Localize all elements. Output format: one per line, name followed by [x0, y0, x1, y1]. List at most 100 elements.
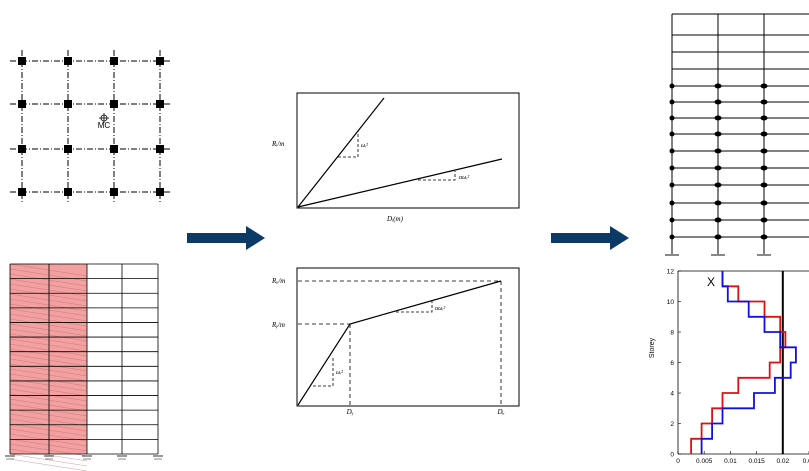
column-square [64, 145, 72, 153]
column-square [64, 100, 72, 108]
hatch-line [9, 413, 88, 427]
hatch-line [9, 383, 88, 397]
x-tick-label: 0.015 [748, 458, 765, 465]
bottom-x-label-yield: Dᵧ [346, 408, 354, 416]
mass-center-icon [99, 113, 109, 123]
profile-annotation: X [707, 275, 715, 289]
chart-y-axis-label: Storey [649, 337, 656, 358]
mass-dot [669, 99, 675, 105]
series-blue-line [700, 271, 797, 454]
y-tick-label: 10 [667, 299, 675, 306]
mass-dot [714, 200, 722, 206]
hatch-line [9, 298, 88, 312]
hatch-line [9, 303, 88, 317]
column-square [156, 188, 164, 196]
mass-dot [714, 234, 722, 240]
hatch-line [9, 438, 88, 452]
column-square [110, 188, 118, 196]
shaded-bay [10, 264, 87, 454]
mass-dot [669, 165, 675, 171]
mass-dot [714, 217, 722, 223]
arrow-right-icon [187, 226, 265, 250]
frame-stick-model [665, 13, 809, 256]
mass-dot [669, 234, 675, 240]
y-tick-label: 2 [670, 421, 674, 428]
column-square [110, 100, 118, 108]
mass-dot [714, 83, 722, 89]
mass-dot [714, 182, 722, 188]
mass-dot [760, 234, 768, 240]
top-shallow-slope-label: αωᵢ² [459, 175, 469, 181]
top-steep-slope-label: ωᵢ² [361, 143, 368, 149]
hatch-line [9, 313, 88, 327]
hatch-line [9, 288, 88, 302]
y-tick-label: 8 [670, 330, 674, 337]
hatch-line [9, 318, 88, 332]
hatch-line [9, 273, 88, 287]
mass-dot [669, 217, 675, 223]
mass-dot [669, 182, 675, 188]
hatch-line [9, 333, 88, 347]
mass-dot [760, 115, 768, 121]
mass-dot [669, 131, 675, 137]
hatch-line [9, 353, 88, 367]
mass-dot [714, 115, 722, 121]
storey-profile-chart: 0 2 4 6 8 10 12 0 0.005 0.01 0.015 0.02 0.02 [667, 269, 809, 465]
hatch-line [9, 408, 88, 422]
hatch-line [9, 388, 88, 402]
top-x-label: Dᵢ(m) [386, 215, 404, 223]
y-tick-label: 12 [667, 269, 675, 276]
arrow-right-icon [551, 226, 629, 250]
x-tick-label: 0.005 [696, 458, 713, 465]
y-tick-label: 6 [670, 360, 674, 367]
column-square [156, 145, 164, 153]
hatch-line [9, 348, 88, 362]
hatch-line [9, 368, 88, 382]
bottom-steep-slope-label: ωᵢ² [336, 370, 343, 376]
mass-dot [714, 131, 722, 137]
hatch-line [9, 453, 88, 467]
bottom-x-label-ultimate: Dᵤ [496, 408, 504, 416]
mass-dot [714, 148, 722, 154]
mass-dot [669, 115, 675, 121]
mass-dot [760, 99, 768, 105]
column-square [18, 57, 26, 65]
x-tick-label: 0.01 [724, 458, 737, 465]
hatch-line [9, 398, 88, 412]
hatch-line [9, 448, 88, 462]
mass-dot [760, 165, 768, 171]
column-square [18, 188, 26, 196]
floor-plan [10, 50, 170, 202]
column-square [18, 145, 26, 153]
column-square [18, 100, 26, 108]
hatch-line [9, 373, 88, 387]
hatch-line [9, 433, 88, 447]
mass-center-label: MC [98, 121, 111, 130]
mass-dot [760, 182, 768, 188]
series-red-line [690, 271, 787, 454]
top-y-label: Rᵢ/m [271, 140, 284, 148]
bottom-shallow-slope-label: αωᵢ² [435, 306, 445, 312]
mass-dot [760, 83, 768, 89]
hatch-line [9, 458, 88, 471]
stiffness-diagram [296, 92, 520, 209]
y-tick-label: 4 [670, 391, 674, 398]
y-tick-label: 0 [670, 452, 674, 459]
hatch-line [9, 423, 88, 437]
mass-dot [669, 83, 675, 89]
bottom-y-label-yield: Rᵧ/m [271, 321, 285, 329]
mass-dot [669, 200, 675, 206]
x-tick-label: 0 [676, 458, 680, 465]
hatch-line [9, 263, 88, 277]
x-tick-label: 0.02 [803, 458, 809, 465]
mass-dot [714, 165, 722, 171]
hatch-line [9, 278, 88, 292]
bilinear-diagram [296, 267, 520, 407]
column-square [64, 188, 72, 196]
building-elevation [5, 263, 163, 471]
column-square [156, 100, 164, 108]
column-square [64, 57, 72, 65]
hatch-line [9, 338, 88, 352]
hatch-line [9, 343, 88, 357]
